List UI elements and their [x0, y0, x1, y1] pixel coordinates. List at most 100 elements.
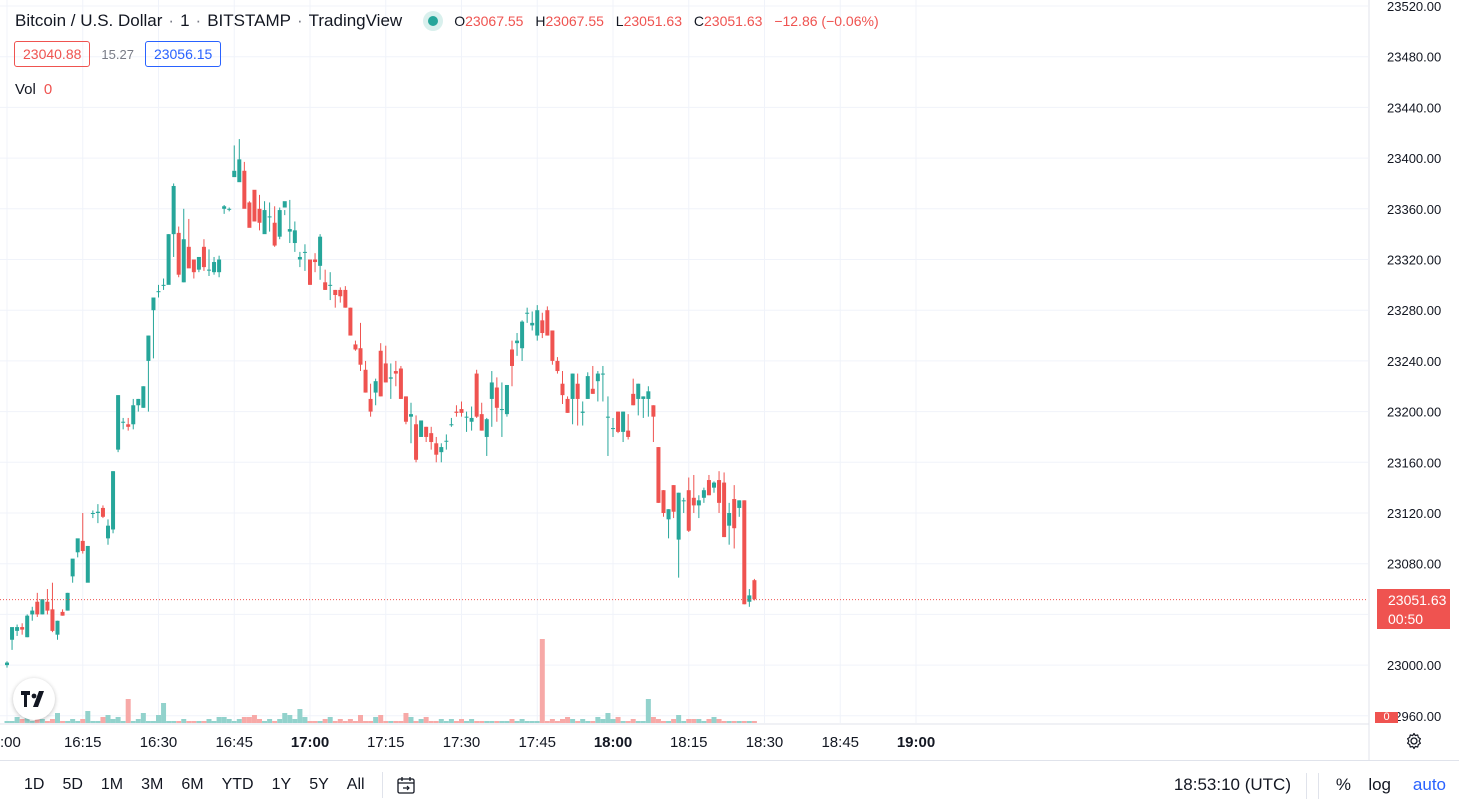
volume-bar: [519, 719, 525, 723]
range-1y[interactable]: 1Y: [271, 776, 292, 793]
price-tick-label: 23320.00: [1387, 253, 1441, 268]
candle-body: [106, 525, 110, 539]
range-5y[interactable]: 5Y: [309, 776, 329, 793]
utc-clock[interactable]: 18:53:10 (UTC): [1173, 775, 1291, 794]
candle-body: [706, 480, 711, 496]
candle-body: [186, 246, 191, 269]
volume-bar: [368, 721, 374, 723]
volume-bar: [44, 721, 50, 723]
volume-bar: [171, 721, 177, 723]
time-tick-label: 17:00: [291, 734, 329, 751]
candle-body: [626, 430, 631, 437]
volume-bar: [166, 721, 172, 723]
volume-bar: [383, 721, 389, 723]
candle-body: [742, 500, 747, 605]
volume-bar: [701, 721, 707, 723]
range-ytd[interactable]: YTD: [221, 776, 254, 793]
range-6m[interactable]: 6M: [181, 776, 204, 793]
time-tick-label: 16:15: [64, 734, 102, 751]
volume-bar: [393, 721, 399, 723]
candle-body: [621, 411, 626, 432]
toolbar-divider: [381, 772, 383, 798]
auto-scale-toggle[interactable]: auto: [1412, 775, 1446, 794]
volume-bar: [115, 717, 121, 723]
volume-bar: [479, 721, 485, 723]
volume-bar: [181, 719, 187, 723]
volume-bar: [70, 719, 76, 723]
volume-bar: [246, 717, 252, 723]
volume-bar: [640, 721, 646, 723]
open-value: 23067.55: [465, 13, 524, 29]
range-3m[interactable]: 3M: [141, 776, 164, 793]
candle-body: [126, 424, 131, 427]
candle-body: [671, 485, 676, 512]
volume-bar: [201, 721, 207, 723]
separator-dot: ·: [195, 11, 202, 30]
volume-bar: [661, 721, 666, 723]
volume-bar: [645, 699, 651, 723]
volume-bar: [741, 721, 747, 723]
volume-bar: [408, 717, 414, 723]
time-tick-label: 16:45: [215, 734, 253, 751]
range-all[interactable]: All: [346, 776, 365, 793]
high-value: 23067.55: [545, 13, 604, 29]
candle-body: [121, 421, 126, 423]
close-value: 23051.63: [704, 13, 763, 29]
volume-bar: [191, 721, 197, 723]
volume-bar: [469, 719, 475, 723]
price-tick-label: 23400.00: [1387, 151, 1441, 166]
volume-bar: [494, 721, 500, 723]
candle-body: [409, 414, 413, 417]
volume-value: 0: [43, 81, 53, 98]
volume-bar: [19, 719, 25, 723]
volume-bar: [484, 721, 490, 723]
tradingview-logo-icon[interactable]: [13, 678, 55, 720]
volume-bar: [534, 721, 540, 723]
candle-body: [585, 376, 590, 399]
volume-legend[interactable]: Vol 0: [15, 81, 52, 98]
price-tick-label: 23120.00: [1387, 506, 1441, 521]
range-1d[interactable]: 1D: [24, 776, 45, 793]
time-tick-label: 18:30: [746, 734, 784, 751]
candle-body: [166, 234, 171, 285]
buy-button[interactable]: 23056.15: [144, 41, 222, 67]
candle-body: [651, 405, 656, 417]
candle-body: [308, 259, 312, 285]
gear-icon[interactable]: [1404, 731, 1424, 751]
volume-bar: [721, 721, 727, 723]
price-tick-label: 22960.00: [1387, 709, 1441, 724]
goto-date-icon[interactable]: [395, 774, 417, 796]
volume-bar: [55, 713, 60, 723]
symbol-title[interactable]: Bitcoin / U.S. Dollar: [15, 11, 163, 30]
close-label: C: [693, 13, 705, 29]
sell-button[interactable]: 23040.88: [14, 41, 91, 67]
time-tick-label: 17:15: [367, 734, 405, 751]
candle-body: [328, 284, 333, 286]
candle-body: [80, 540, 85, 552]
separator-dot: ·: [296, 11, 303, 30]
volume-bar: [635, 721, 641, 723]
interval-label[interactable]: 1: [180, 11, 190, 30]
candle-body: [489, 382, 494, 399]
bottom-toolbar: 1D 5D 1M 3M 6M YTD 1Y 5Y All 18:53:10 (U…: [0, 760, 1459, 809]
candle-body: [560, 383, 565, 396]
volume-bar: [549, 719, 555, 723]
volume-bar: [9, 721, 15, 723]
volume-bar: [459, 719, 464, 723]
range-1m[interactable]: 1M: [100, 776, 124, 793]
volume-bar: [504, 721, 510, 723]
candle-body: [681, 500, 686, 502]
range-5d[interactable]: 5D: [62, 776, 83, 793]
log-scale-toggle[interactable]: log: [1368, 775, 1391, 794]
percent-scale-toggle[interactable]: %: [1335, 775, 1351, 794]
candle-body: [176, 232, 181, 275]
volume-bar: [352, 721, 358, 723]
volume-bar: [706, 719, 712, 723]
volume-bar: [676, 715, 682, 723]
candle-body: [510, 349, 514, 366]
candle-body: [616, 411, 621, 432]
volume-bar: [554, 721, 560, 723]
candle-body: [434, 443, 439, 455]
volume-bar: [120, 721, 126, 723]
